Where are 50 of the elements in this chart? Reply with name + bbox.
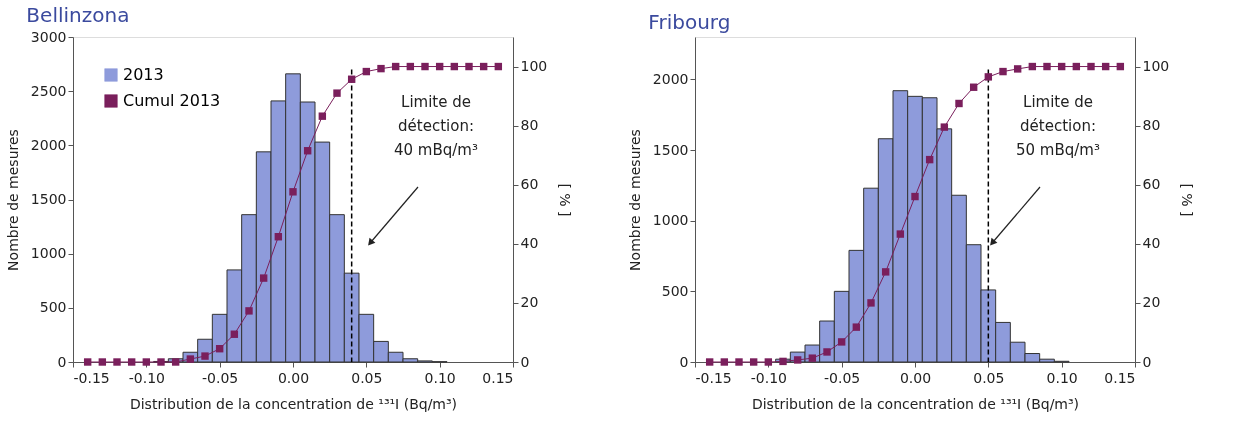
y-tick-label: 500	[661, 282, 689, 299]
y-tick-label: 500	[39, 299, 67, 316]
y-tick-label: 2500	[30, 82, 67, 99]
y2-tick-label: 0	[520, 353, 530, 370]
x-tick-label: -0.05	[824, 369, 861, 386]
y-axis-title: Nombre de mesures	[626, 129, 643, 271]
y2-tick-label: 60	[520, 176, 539, 193]
x-tick-label: 0.10	[424, 369, 456, 386]
legend-label: 2013	[123, 65, 164, 84]
y2-tick-label: 20	[520, 294, 539, 311]
x-tick-label: 0.00	[899, 369, 932, 386]
x-axis-title: Distribution de la concentration de ¹³¹I (Bq/m³)	[751, 395, 1080, 412]
x-tick-label: -0.10	[128, 369, 165, 386]
y-axis-title: Nombre de mesures	[4, 129, 21, 271]
y2-axis-title: [ % ]	[1179, 183, 1196, 217]
y2-tick-label: 0	[1142, 353, 1152, 370]
y-tick-label: 1500	[652, 141, 689, 158]
legend-label: Cumul 2013	[123, 91, 221, 110]
y2-tick-label: 100	[520, 58, 548, 75]
x-tick-label: 0.10	[1046, 369, 1078, 386]
x-tick-label: -0.15	[73, 369, 110, 386]
y-tick-label: 1500	[30, 191, 67, 207]
y2-tick-label: 60	[1142, 176, 1161, 193]
chart-title: Fribourg	[648, 10, 731, 34]
y-tick-label: 1000	[652, 212, 689, 229]
x-tick-label: 0.15	[482, 369, 514, 386]
x-tick-label: 0.15	[1104, 369, 1136, 386]
y-tick-label: 2000	[30, 136, 67, 153]
x-tick-label: 0.00	[277, 369, 310, 386]
y2-axis-title: [ % ]	[557, 183, 574, 217]
x-axis-title: Distribution de la concentration de ¹³¹I (Bq/m³)	[129, 395, 458, 412]
y2-tick-label: 80	[520, 117, 539, 134]
y2-tick-label: 100	[1142, 58, 1170, 75]
annotation: Limite de détection: 40 mBq/m³	[394, 93, 478, 159]
x-tick-label: -0.05	[202, 369, 239, 386]
y2-tick-label: 80	[1142, 117, 1161, 134]
x-tick-label: 0.05	[351, 369, 383, 386]
x-tick-label: -0.15	[695, 369, 732, 386]
chart-title: Bellinzona	[26, 3, 130, 27]
y-tick-label: 3000	[30, 28, 67, 45]
y-tick-label: 0	[679, 353, 689, 370]
annotation: Limite de détection: 50 mBq/m³	[1016, 93, 1100, 159]
x-tick-label: -0.10	[750, 369, 787, 386]
y2-tick-label: 40	[520, 235, 539, 252]
y-tick-label: 2000	[652, 70, 689, 87]
x-tick-label: 0.05	[973, 369, 1005, 386]
y-tick-label: 1000	[30, 245, 67, 262]
y2-tick-label: 20	[1142, 294, 1161, 311]
y-tick-label: 0	[57, 353, 67, 370]
y2-tick-label: 40	[1142, 235, 1161, 252]
